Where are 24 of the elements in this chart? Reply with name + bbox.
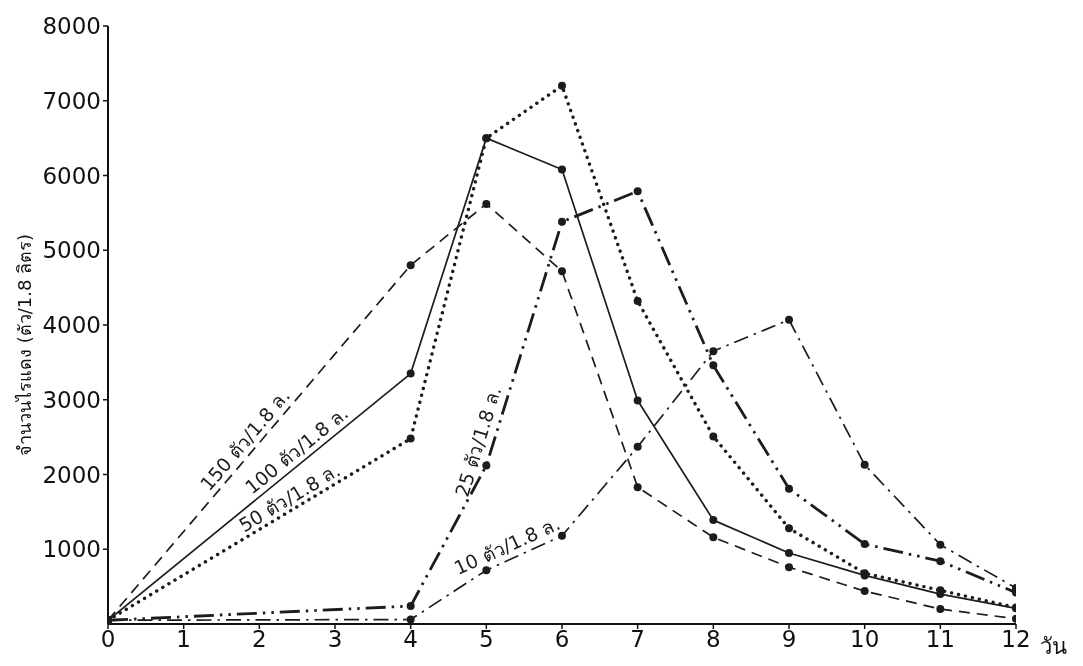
x-tick-label: 10 bbox=[850, 626, 880, 653]
x-tick-label: 6 bbox=[554, 626, 570, 653]
x-tick-label: 9 bbox=[781, 626, 797, 653]
x-tick-label: 8 bbox=[706, 626, 721, 653]
y-tick-label: 1000 bbox=[42, 536, 101, 563]
y-tick-label: 3000 bbox=[42, 386, 101, 413]
x-tick-label: 12 bbox=[1001, 626, 1031, 653]
x-tick-label: 11 bbox=[925, 626, 955, 653]
x-tick-label: 0 bbox=[100, 626, 116, 653]
y-tick-label: 8000 bbox=[42, 13, 101, 40]
y-tick-label: 6000 bbox=[42, 162, 101, 189]
x-tick-label: 5 bbox=[479, 626, 494, 653]
y-tick-label: 4000 bbox=[42, 312, 101, 339]
x-tick-label: 7 bbox=[630, 626, 645, 653]
y-axis-title: จำนวนไรแดง (ตัว/1.8 ลิตร) bbox=[13, 233, 35, 457]
x-tick-label: 1 bbox=[176, 626, 191, 653]
y-tick-label: 7000 bbox=[42, 87, 101, 114]
y-tick-label: 2000 bbox=[42, 461, 101, 488]
x-tick-label: 3 bbox=[327, 626, 343, 653]
x-tick-label: 4 bbox=[403, 626, 418, 653]
y-tick-label: 5000 bbox=[42, 237, 101, 264]
x-axis-title: วัน bbox=[1040, 633, 1067, 659]
x-tick-label: 2 bbox=[252, 626, 267, 653]
text: 25 ตัว/1.8 ล. bbox=[450, 383, 506, 500]
